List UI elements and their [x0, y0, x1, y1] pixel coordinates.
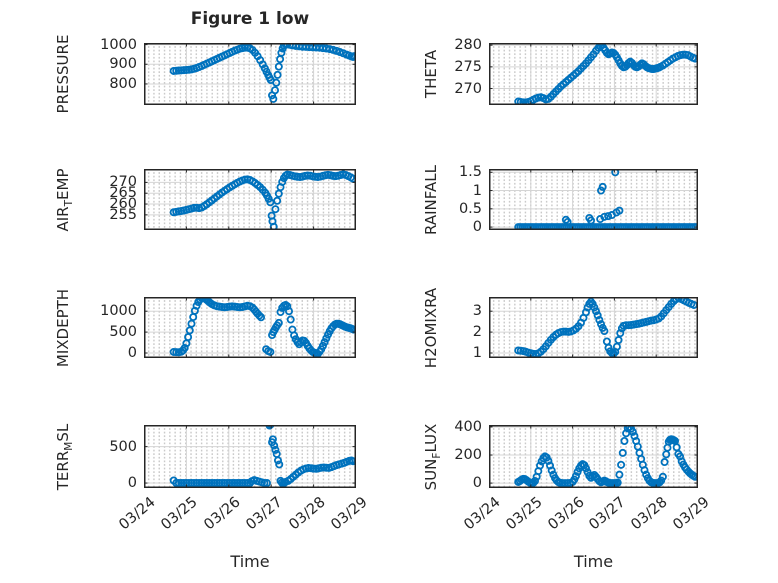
sun_flux-ytick-label: 0	[472, 475, 482, 492]
theta-ytick-label: 275	[454, 58, 482, 75]
air_temp-ytick-label: 255	[109, 206, 137, 223]
sun_flux-ytick-label: 200	[454, 447, 482, 464]
pressure-ytick-label: 800	[109, 75, 137, 92]
air_temp-ytick-label: 270	[109, 174, 137, 191]
rainfall-scatter-plot	[489, 169, 698, 230]
rainfall-ytick-label: 1	[472, 182, 482, 199]
plot-area-theta	[489, 43, 698, 105]
plot-area-rainfall	[489, 169, 698, 230]
theta-ytick-label: 270	[454, 80, 482, 97]
mixdepth-ytick-label: 1000	[100, 303, 137, 320]
terr_msl-ytick-label: 0	[127, 475, 137, 492]
h2omixra-ytick-label: 3	[472, 303, 482, 320]
air_temp-ytick-label: 260	[109, 196, 137, 213]
plot-area-pressure	[144, 43, 356, 105]
theta-scatter-plot	[489, 43, 698, 105]
sun_flux-scatter-plot	[489, 425, 698, 488]
terr_msl-ytick-label: 500	[109, 438, 137, 455]
rainfall-ytick-label: 0.5	[458, 200, 482, 217]
pressure-ytick-label: 1000	[100, 36, 137, 53]
air_temp-ytick-label: 265	[109, 185, 137, 202]
sun_flux-ytick-label: 400	[454, 418, 482, 435]
terr_msl-scatter-plot	[144, 425, 356, 488]
plot-area-h2omixra	[489, 297, 698, 358]
plot-area-mixdepth	[144, 297, 356, 358]
plot-area-terr_msl	[144, 425, 356, 488]
figure-title: Figure 1 low	[190, 9, 310, 29]
terr_msl-y-axis-label: TERRMSL	[54, 423, 75, 490]
h2omixra-ytick-label: 1	[472, 344, 482, 361]
plot-area-air_temp	[144, 169, 356, 230]
pressure-ytick-label: 900	[109, 56, 137, 73]
theta-ytick-label: 280	[454, 37, 482, 54]
rainfall-ytick-label: 0	[472, 219, 482, 236]
pressure-scatter-plot	[144, 43, 356, 105]
h2omixra-ytick-label: 2	[472, 324, 482, 341]
sun_flux-y-axis-label: SUNFLUX	[422, 423, 443, 490]
x-axis-label-left: Time	[230, 552, 270, 571]
mixdepth-ytick-label: 500	[109, 324, 137, 341]
rainfall-ytick-label: 1.5	[458, 164, 482, 181]
mixdepth-scatter-plot	[144, 297, 356, 358]
h2omixra-scatter-plot	[489, 297, 698, 358]
x-axis-label-right: Time	[573, 552, 614, 571]
plot-area-sun_flux	[489, 425, 698, 488]
mixdepth-ytick-label: 0	[127, 344, 137, 361]
air_temp-scatter-plot	[144, 169, 356, 230]
